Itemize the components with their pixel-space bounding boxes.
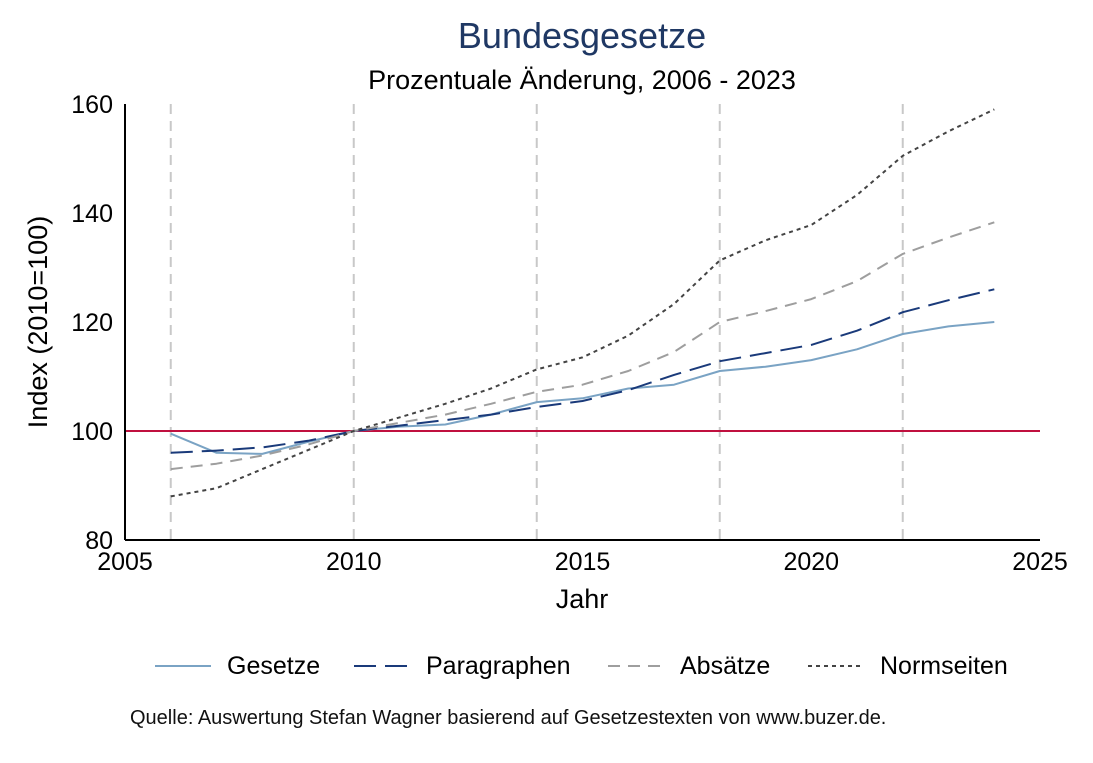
- chart-subtitle: Prozentuale Änderung, 2006 - 2023: [368, 65, 796, 95]
- x-tick-label: 2015: [555, 548, 611, 576]
- x-axis-label: Jahr: [556, 584, 609, 614]
- y-tick-label: 80: [85, 527, 113, 555]
- y-tick-label: 160: [71, 91, 113, 119]
- legend: Gesetze Paragraphen Absätze Normseiten: [155, 652, 1008, 680]
- legend-label: Absätze: [680, 652, 770, 680]
- y-tick-label: 100: [71, 418, 113, 446]
- series-line-absätze: [170, 221, 995, 471]
- chart-title: Bundesgesetze: [458, 15, 706, 56]
- legend-label: Paragraphen: [426, 652, 571, 680]
- x-tick-label: 2010: [326, 548, 382, 576]
- y-axis-label: Index (2010=100): [23, 216, 53, 428]
- x-tick-label: 2020: [783, 548, 839, 576]
- series-line-paragraphen: [170, 288, 995, 454]
- series-line-gesetze: [170, 321, 995, 455]
- legend-label: Normseiten: [880, 652, 1008, 680]
- series-group: [170, 108, 995, 498]
- series-line-normseiten: [170, 108, 995, 498]
- vertical-guides: [169, 104, 904, 540]
- y-tick-label: 140: [71, 200, 113, 228]
- y-tick-label: 120: [71, 309, 113, 337]
- axes: [124, 104, 1040, 541]
- tick-labels: 2005 2010 2015 2020 2025 80 100 120 140 160: [71, 91, 1068, 576]
- source-note: Quelle: Auswertung Stefan Wagner basiere…: [130, 707, 887, 729]
- legend-label: Gesetze: [227, 652, 320, 680]
- x-tick-label: 2005: [97, 548, 153, 576]
- x-tick-label: 2025: [1012, 548, 1068, 576]
